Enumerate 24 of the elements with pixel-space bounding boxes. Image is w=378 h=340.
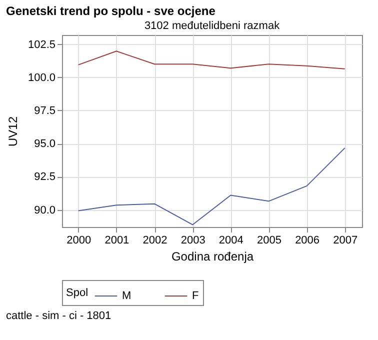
y-tick-label: 100.0: [28, 72, 56, 84]
legend-label: F: [192, 290, 199, 302]
legend-label: M: [122, 290, 132, 302]
y-tick-label: 90.0: [34, 204, 56, 216]
x-tick-label: 2005: [256, 234, 282, 246]
x-tick-label: 2006: [295, 234, 320, 246]
line-series: [78, 147, 346, 226]
y-tick-label: 102.5: [28, 38, 56, 51]
x-axis-title: Godina rođenja: [171, 250, 254, 264]
chart-title: Genetski trend po spolu - sve ocjene: [5, 3, 216, 20]
x-tick-label: 2002: [142, 234, 168, 246]
y-tick-label: 97.5: [34, 104, 56, 117]
x-tick-label: 2004: [218, 234, 244, 246]
y-tick-label: 95.0: [34, 138, 56, 150]
x-tick-label: 2001: [104, 234, 130, 246]
x-tick-label: 2003: [180, 234, 206, 246]
legend-title: Spol: [66, 287, 88, 299]
text: cattle - sim - ci - 1801: [5, 310, 112, 322]
x-tick-label: 2007: [333, 234, 358, 246]
y-axis-title: UV12: [6, 116, 20, 147]
y-tick-label: 92.5: [34, 171, 56, 184]
chart-subtitle: 3102 međutelidbeni razmak: [144, 20, 280, 32]
x-tick-label: 2000: [66, 234, 92, 246]
line-series: [78, 50, 346, 70]
